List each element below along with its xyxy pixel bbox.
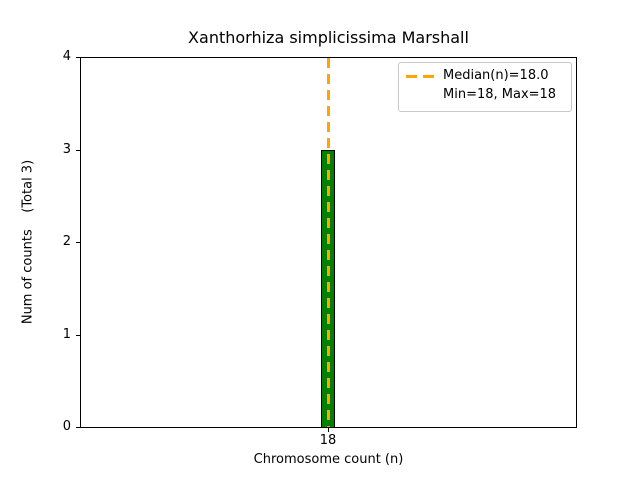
ytick-mark-2: [76, 242, 80, 243]
ytick-mark-1: [76, 335, 80, 336]
ytick-label-3: 3: [62, 142, 71, 157]
median-line: [327, 58, 330, 427]
legend-label-min-max: Min=18, Max=18: [443, 87, 557, 102]
ytick-label-4: 4: [62, 49, 71, 64]
ytick-mark-4: [76, 57, 80, 58]
x-axis-label: Chromosome count (n): [253, 452, 404, 467]
ytick-label-2: 2: [62, 234, 71, 249]
chart-title: Xanthorhiza simplicissima Marshall: [188, 28, 469, 47]
ytick-mark-0: [76, 427, 80, 428]
legend-label-median: Median(n)=18.0: [443, 68, 549, 83]
legend: Median(n)=18.0 Min=18, Max=18: [398, 62, 572, 112]
ytick-label-0: 0: [62, 419, 71, 434]
ytick-label-1: 1: [62, 327, 71, 342]
xtick-label-18: 18: [319, 433, 337, 448]
legend-dashed-line-sample-icon: [406, 75, 434, 78]
y-axis-label: Num of counts (Total 3): [20, 159, 36, 325]
ytick-mark-3: [76, 150, 80, 151]
xtick-mark-18: [328, 428, 329, 432]
